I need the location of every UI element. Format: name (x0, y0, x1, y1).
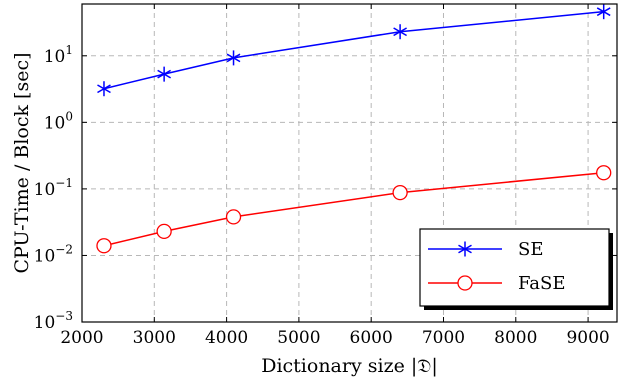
x-tick-label: 6000 (350, 328, 393, 348)
x-tick-label: 3000 (133, 328, 176, 348)
x-tick-label: 7000 (422, 328, 465, 348)
x-tick-label: 8000 (494, 328, 537, 348)
x-axis: 2000 3000 4000 5000 6000 7000 8000 9000 (60, 4, 610, 348)
x-tick-label: 5000 (277, 328, 320, 348)
x-axis-label: Dictionary size |𝔇| (261, 355, 438, 377)
x-tick-label: 4000 (205, 328, 248, 348)
legend-label-fase: FaSE (518, 273, 565, 294)
y-tick-label: 10−3 (34, 309, 73, 333)
data-point-se (226, 50, 241, 66)
data-point-fase (225, 209, 242, 225)
data-point-se (393, 24, 407, 40)
data-point-se (97, 81, 111, 97)
y-axis: 10−3 10−2 10−1 100 101 (34, 43, 617, 333)
y-tick-label: 10−2 (34, 242, 73, 266)
legend-box (419, 228, 610, 307)
legend-label-se: SE (518, 239, 543, 260)
legend: SE FaSE (419, 228, 613, 310)
series-line-se (103, 10, 604, 90)
legend-marker-se (458, 241, 472, 257)
y-tick-label: 10−1 (34, 176, 73, 200)
plot-frame (81, 3, 618, 323)
legend-marker-fase (457, 275, 473, 291)
y-axis-label: CPU-Time / Block [sec] (11, 52, 33, 273)
data-point-fase (96, 238, 112, 254)
data-point-fase (596, 165, 612, 181)
x-tick-label: 2000 (60, 328, 103, 348)
y-tick-label: 101 (44, 43, 73, 67)
data-point-fase (156, 223, 172, 240)
x-tick-label: 9000 (566, 328, 609, 348)
y-tick-label: 100 (44, 109, 73, 133)
data-point-se (157, 66, 171, 82)
data-point-se (596, 4, 611, 20)
series-layer (96, 4, 612, 254)
data-point-fase (392, 184, 408, 201)
